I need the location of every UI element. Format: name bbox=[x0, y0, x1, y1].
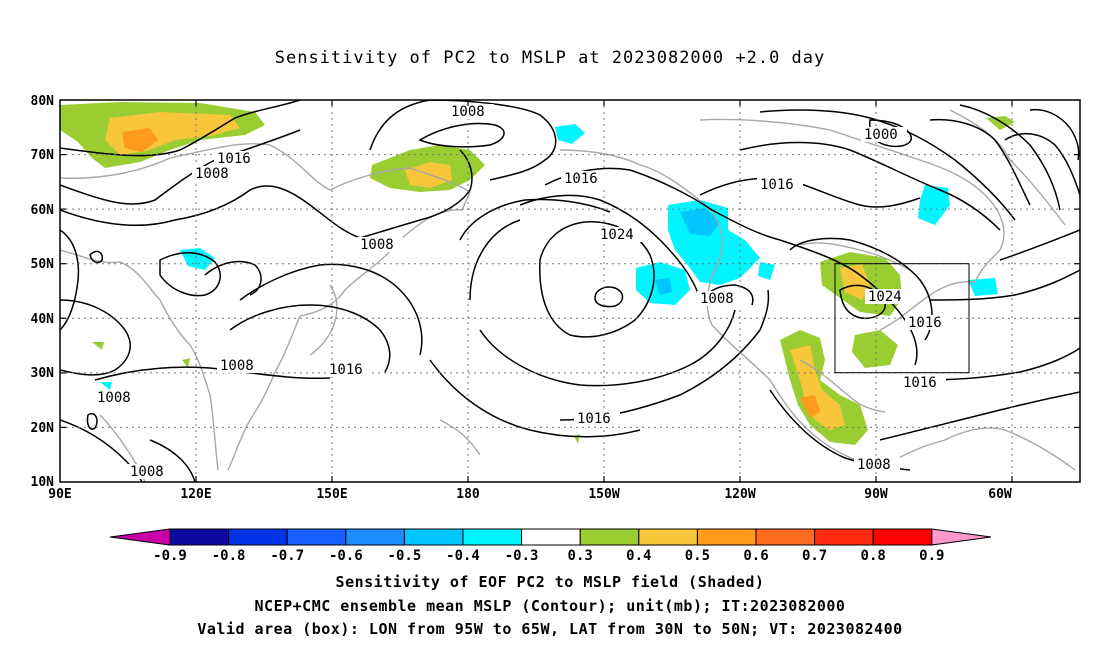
shading-negative bbox=[968, 278, 998, 296]
lon-label: 90W bbox=[864, 487, 888, 502]
lon-labels: 90E 120E 150E 180 150W 120W 90W 60W bbox=[48, 487, 1012, 502]
shading-negative bbox=[555, 124, 585, 144]
caption-contour: NCEP+CMC ensemble mean MSLP (Contour); u… bbox=[254, 597, 846, 615]
contour-label: 1024 bbox=[600, 227, 634, 243]
tick-marks bbox=[60, 100, 1080, 482]
colorbar-label: 0.6 bbox=[743, 548, 768, 564]
lat-label: 20N bbox=[31, 421, 55, 436]
contour-label: 1016 bbox=[577, 411, 611, 427]
colorbar-label: -0.5 bbox=[388, 548, 422, 564]
contour-label: 1016 bbox=[329, 362, 363, 378]
lon-label: 60W bbox=[988, 487, 1012, 502]
sensitivity-shading bbox=[60, 102, 1015, 445]
lon-label: 150E bbox=[316, 487, 347, 502]
colorbar-label: 0.9 bbox=[919, 548, 944, 564]
colorbar-swatch bbox=[755, 528, 816, 546]
caption-valid-area: Valid area (box): LON from 95W to 65W, L… bbox=[197, 620, 903, 638]
colorbar bbox=[109, 528, 992, 546]
contour-labels: 1008 1016 1008 1000 1016 1016 1008 1024 … bbox=[94, 104, 951, 480]
colorbar-labels: -0.9 -0.8 -0.7 -0.6 -0.5 -0.4 -0.3 0.3 0… bbox=[153, 548, 944, 564]
colorbar-label: 0.3 bbox=[568, 548, 593, 564]
lat-labels: 80N 70N 60N 50N 40N 30N 20N 10N bbox=[31, 94, 55, 490]
shading-negative bbox=[655, 278, 672, 295]
colorbar-swatch bbox=[169, 528, 230, 546]
valid-area-box bbox=[834, 263, 970, 374]
lat-label: 40N bbox=[31, 312, 55, 327]
contour-label: 1008 bbox=[97, 390, 131, 406]
colorbar-swatch bbox=[228, 528, 288, 546]
page-title: Sensitivity of PC2 to MSLP at 2023082000… bbox=[274, 48, 826, 68]
lon-label: 150W bbox=[588, 487, 619, 502]
contour-label: 1008 bbox=[451, 104, 485, 120]
shading-positive bbox=[122, 128, 158, 152]
colorbar-swatch bbox=[286, 528, 347, 546]
shading-negative bbox=[680, 208, 720, 236]
shading-negative bbox=[180, 248, 215, 270]
colorbar-swatch bbox=[814, 528, 874, 546]
colorbar-label: 0.5 bbox=[685, 548, 710, 564]
shading-positive bbox=[574, 434, 580, 444]
colorbar-label: 0.7 bbox=[802, 548, 827, 564]
contour-label: 1016 bbox=[760, 177, 794, 193]
colorbar-swatch bbox=[579, 528, 640, 546]
shading-positive bbox=[92, 342, 104, 350]
contour-label: 1024 bbox=[868, 289, 902, 305]
colorbar-label: -0.7 bbox=[270, 548, 304, 564]
lat-label: 30N bbox=[31, 366, 55, 381]
shading-positive bbox=[800, 395, 820, 418]
colorbar-swatch bbox=[345, 528, 405, 546]
lat-label: 80N bbox=[31, 94, 55, 109]
shading-positive bbox=[840, 264, 870, 300]
lon-label: 180 bbox=[456, 487, 480, 502]
map-frame bbox=[59, 99, 1081, 483]
shading-positive bbox=[986, 116, 1015, 130]
shading-positive bbox=[182, 358, 190, 368]
colorbar-label: 0.8 bbox=[861, 548, 886, 564]
shading-positive bbox=[790, 345, 845, 430]
colorbar-label: 0.4 bbox=[626, 548, 651, 564]
colorbar-swatch bbox=[521, 528, 581, 546]
colorbar-arrow-left bbox=[109, 528, 171, 546]
colorbar-swatch bbox=[696, 528, 757, 546]
lat-label: 70N bbox=[31, 148, 55, 163]
colorbar-label: -0.8 bbox=[212, 548, 246, 564]
shading-negative bbox=[758, 262, 775, 280]
lon-label: 120E bbox=[180, 487, 211, 502]
contour-label: 1016 bbox=[564, 171, 598, 187]
contour-label: 1016 bbox=[908, 315, 942, 331]
lat-label: 10N bbox=[31, 475, 55, 490]
contour-label: 1008 bbox=[195, 166, 229, 182]
shading-negative bbox=[918, 185, 950, 225]
caption-shading: Sensitivity of EOF PC2 to MSLP field (Sh… bbox=[335, 573, 765, 591]
contour-label: 1016 bbox=[903, 375, 937, 391]
contour-label: 1016 bbox=[217, 151, 251, 167]
colorbar-arrow-right bbox=[931, 528, 992, 546]
lat-label: 60N bbox=[31, 203, 55, 218]
contour-label: 1008 bbox=[857, 457, 891, 473]
colorbar-swatch bbox=[638, 528, 698, 546]
colorbar-swatch bbox=[403, 528, 464, 546]
contour-label: 1000 bbox=[864, 127, 898, 143]
shading-positive bbox=[852, 330, 898, 368]
contour-label: 1008 bbox=[220, 358, 254, 374]
lat-label: 50N bbox=[31, 257, 55, 272]
contour-label: 1008 bbox=[130, 464, 164, 480]
lon-label: 90E bbox=[48, 487, 71, 502]
colorbar-swatch bbox=[462, 528, 523, 546]
colorbar-label: -0.4 bbox=[446, 548, 480, 564]
colorbar-label: -0.3 bbox=[505, 548, 539, 564]
shading-positive bbox=[405, 162, 452, 188]
colorbar-label: -0.6 bbox=[329, 548, 363, 564]
contour-label: 1008 bbox=[700, 291, 734, 307]
lon-label: 120W bbox=[724, 487, 755, 502]
contour-label: 1008 bbox=[360, 237, 394, 253]
shading-negative bbox=[100, 382, 112, 390]
colorbar-label: -0.9 bbox=[153, 548, 187, 564]
colorbar-swatch bbox=[872, 528, 933, 546]
